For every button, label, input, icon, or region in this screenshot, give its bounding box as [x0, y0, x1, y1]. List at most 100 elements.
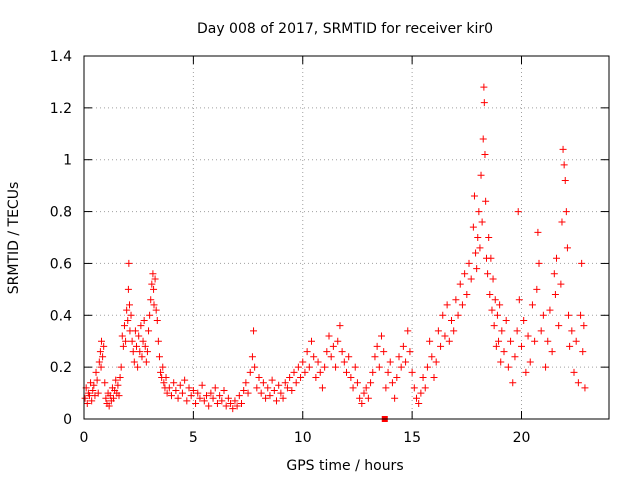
- data-points: [81, 83, 589, 422]
- data-point-marker: [187, 392, 195, 400]
- data-point-marker: [513, 327, 521, 335]
- data-point-marker: [128, 337, 136, 345]
- data-point-marker: [502, 316, 510, 324]
- data-point-marker: [454, 311, 462, 319]
- data-point-marker: [122, 337, 130, 345]
- data-point-marker: [235, 392, 243, 400]
- data-point-marker: [275, 381, 283, 389]
- data-point-marker: [561, 176, 569, 184]
- data-point-marker: [461, 270, 469, 278]
- data-point-marker: [553, 254, 560, 262]
- data-point-marker: [125, 259, 133, 267]
- data-point-marker: [473, 265, 481, 273]
- data-point-marker: [114, 381, 122, 389]
- data-point-marker: [257, 389, 265, 397]
- data-point-marker: [259, 379, 267, 387]
- data-point-marker: [580, 322, 588, 330]
- data-point-marker: [124, 285, 132, 293]
- data-point-marker: [475, 208, 483, 216]
- data-point-marker: [240, 386, 248, 394]
- data-point-marker: [139, 337, 147, 345]
- data-point-marker: [163, 389, 171, 397]
- data-point-marker: [537, 327, 545, 335]
- data-point-marker: [224, 394, 232, 402]
- data-point-marker: [562, 208, 570, 216]
- data-point-marker: [286, 374, 294, 382]
- data-point-marker: [391, 394, 399, 402]
- data-point-marker: [497, 358, 505, 366]
- data-point-marker: [99, 353, 107, 361]
- data-point-marker: [138, 353, 146, 361]
- data-point-marker: [364, 394, 372, 402]
- data-point-marker: [155, 353, 163, 361]
- data-point-marker: [242, 379, 250, 387]
- data-point-marker: [118, 332, 126, 340]
- data-point-marker: [487, 254, 495, 262]
- data-point-marker: [430, 374, 438, 382]
- data-point-marker: [181, 376, 189, 384]
- data-point-marker: [160, 379, 168, 387]
- data-point-marker: [559, 145, 567, 153]
- data-point-marker: [360, 389, 368, 397]
- data-point-marker: [299, 358, 307, 366]
- data-point-marker: [220, 386, 228, 394]
- data-point-marker: [437, 342, 445, 350]
- data-point-marker: [146, 311, 154, 319]
- data-point-marker: [528, 301, 536, 309]
- data-point-marker: [534, 228, 542, 236]
- data-point-marker: [244, 389, 252, 397]
- data-point-marker: [264, 384, 272, 392]
- data-point-marker: [157, 368, 165, 376]
- data-point-marker: [478, 218, 486, 226]
- data-point-marker: [380, 348, 388, 356]
- y-tick-label: 0.6: [50, 256, 72, 272]
- data-point-marker: [578, 259, 586, 267]
- data-point-marker: [470, 192, 478, 200]
- data-point-marker: [358, 399, 366, 407]
- data-point-marker: [185, 384, 193, 392]
- data-point-marker: [419, 374, 427, 382]
- data-point-marker: [465, 259, 473, 267]
- data-point-marker: [153, 316, 161, 324]
- data-point-marker: [135, 332, 143, 340]
- data-point-marker: [384, 368, 392, 376]
- data-point-marker: [373, 342, 381, 350]
- data-point-marker: [563, 244, 571, 252]
- grid-lines: [84, 56, 609, 419]
- data-point-marker: [522, 368, 530, 376]
- data-point-marker: [81, 394, 89, 402]
- data-point-marker: [421, 384, 429, 392]
- data-point-marker: [83, 399, 91, 407]
- data-point-marker: [312, 374, 320, 382]
- axis-ticks: 0 0.2 0.4 0.6 0.8 1 1.2 1.4 0 5 10 15 20: [50, 49, 609, 446]
- data-point-marker: [479, 135, 487, 143]
- data-point-marker: [515, 296, 523, 304]
- data-point-marker: [238, 399, 245, 407]
- data-point-marker: [482, 197, 490, 205]
- data-point-marker: [415, 399, 423, 407]
- data-point-marker: [255, 374, 263, 382]
- data-point-marker: [560, 161, 568, 169]
- data-point-marker: [572, 337, 580, 345]
- data-point-marker: [321, 363, 329, 371]
- chart-title: Day 008 of 2017, SRMTID for receiver kir…: [197, 21, 493, 37]
- data-point-marker: [96, 348, 104, 356]
- data-point-marker: [371, 353, 379, 361]
- data-point-marker: [105, 402, 113, 410]
- data-point-marker: [211, 384, 219, 392]
- data-point-marker: [124, 316, 132, 324]
- data-point-marker: [432, 358, 440, 366]
- data-point-marker: [531, 337, 539, 345]
- data-point-marker: [495, 337, 503, 345]
- data-point-marker: [476, 244, 484, 252]
- data-point-marker: [194, 389, 202, 397]
- data-point-marker: [507, 337, 515, 345]
- data-point-marker: [500, 348, 508, 356]
- y-tick-label: 1.2: [50, 101, 72, 117]
- data-point-marker: [486, 291, 494, 299]
- data-point-marker: [303, 348, 311, 356]
- data-point-marker: [95, 358, 103, 366]
- data-point-marker: [533, 285, 541, 293]
- data-point-marker: [458, 301, 466, 309]
- data-point-marker: [570, 368, 578, 376]
